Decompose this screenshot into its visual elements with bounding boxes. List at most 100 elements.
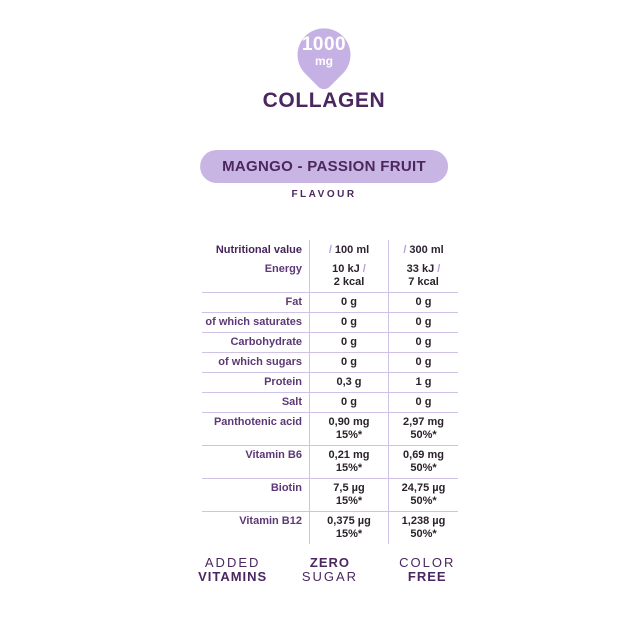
row-label: Fat xyxy=(202,292,310,313)
value-main: 0,90 mg xyxy=(328,416,370,428)
row-value-300: 0,69 mg 50%* xyxy=(388,445,458,479)
feature-color-free: COLOR FREE xyxy=(379,556,476,584)
dose-amount: 1000 xyxy=(301,33,347,55)
row-value-300: 1 g xyxy=(388,372,458,393)
value-main: 0 g xyxy=(341,336,357,348)
table-row-fat: Fat 0 g 0 g xyxy=(202,292,458,313)
value-sub: 2 kcal xyxy=(333,276,365,288)
value-sub: 15%* xyxy=(335,462,363,474)
table-row-panthotenic-acid: Panthotenic acid 0,90 mg 15%* 2,97 mg 50%* xyxy=(202,412,458,446)
dose-text: 1000 mg xyxy=(286,25,362,89)
value-main: 0,69 mg xyxy=(403,449,444,461)
row-label: of which sugars xyxy=(202,352,310,373)
feature-line1: COLOR xyxy=(399,555,456,570)
row-label: Panthotenic acid xyxy=(202,412,310,446)
table-row-energy: Energy 10 kJ /2 kcal 33 kJ /7 kcal xyxy=(202,260,458,293)
row-label: Biotin xyxy=(202,478,310,512)
header-300ml-text: 300 ml xyxy=(409,244,444,256)
row-value-100: 0,375 µg 15%* xyxy=(309,511,389,544)
value-main: 0,3 g xyxy=(336,376,362,388)
value-main: 0 g xyxy=(341,396,357,408)
header-nutritional-value: Nutritional value xyxy=(202,240,310,260)
value-main: 0,375 µg xyxy=(327,515,371,527)
feature-line2: FREE xyxy=(407,569,447,584)
table-row-biotin: Biotin 7,5 µg 15%* 24,75 µg 50%* xyxy=(202,478,458,512)
row-value-100: 0 g xyxy=(309,392,389,413)
slash-glyph: / xyxy=(434,263,441,275)
product-title: COLLAGEN xyxy=(262,89,386,112)
table-row-salt: Salt 0 g 0 g xyxy=(202,392,458,413)
table-row-vitamin-b12: Vitamin B12 0,375 µg 15%* 1,238 µg 50%* xyxy=(202,511,459,545)
value-sub: 15%* xyxy=(335,429,363,441)
value-main: 1 g xyxy=(415,376,432,388)
row-value-100: 0,3 g xyxy=(309,372,389,393)
value-main: 0 g xyxy=(415,396,432,408)
value-sub: 7 kcal xyxy=(408,276,439,288)
slash-glyph: / xyxy=(403,244,407,256)
feature-line2: SUGAR xyxy=(301,569,359,584)
slash-glyph: / xyxy=(328,244,332,256)
feature-added-vitamins: ADDED VITAMINS xyxy=(184,556,281,584)
value-sub: 15%* xyxy=(335,528,363,540)
row-value-100: 0 g xyxy=(309,312,389,333)
value-main: 24,75 µg xyxy=(401,482,446,494)
row-label: of which saturates xyxy=(202,312,310,333)
value-main: 0 g xyxy=(415,356,432,368)
feature-zero-sugar: ZERO SUGAR xyxy=(281,556,378,584)
value-main: 0 g xyxy=(415,296,432,308)
row-label: Energy xyxy=(202,260,310,293)
slash-glyph: / xyxy=(359,263,366,275)
value-sub: 50%* xyxy=(410,462,437,474)
value-main: 0 g xyxy=(415,316,432,328)
row-label: Protein xyxy=(202,372,310,393)
nutrition-table: Nutritional value /100 ml /300 ml Energy… xyxy=(202,240,458,544)
row-value-300: 0 g xyxy=(388,292,458,313)
value-main: 0 g xyxy=(341,356,357,368)
row-label: Vitamin B12 xyxy=(202,511,310,544)
row-value-100: 0 g xyxy=(309,352,389,373)
header-per-100ml: /100 ml xyxy=(309,240,389,260)
value-main: 2,97 mg xyxy=(403,416,444,428)
row-label: Vitamin B6 xyxy=(202,445,310,479)
table-row-vitamin-b6: Vitamin B6 0,21 mg 15%* 0,69 mg 50%* xyxy=(202,445,458,479)
row-value-300: 0 g xyxy=(388,332,458,353)
row-value-100: 0,21 mg 15%* xyxy=(309,445,389,479)
row-value-300: 0 g xyxy=(388,352,458,373)
row-label: Carbohydrate xyxy=(202,332,310,353)
flavor-pill: MAGNGO - PASSION FRUIT xyxy=(200,150,448,183)
value-sub: 50%* xyxy=(410,528,437,540)
value-main: 33 kJ xyxy=(406,263,435,275)
value-main: 7,5 µg xyxy=(333,482,365,494)
dose-badge: 1000 mg xyxy=(286,17,362,93)
row-value-100: 0 g xyxy=(309,292,389,313)
value-sub: 50%* xyxy=(410,495,437,507)
row-value-300: 33 kJ /7 kcal xyxy=(388,260,458,293)
row-value-100: 0,90 mg 15%* xyxy=(309,412,389,446)
value-sub: 50%* xyxy=(410,429,437,441)
value-main: 0 g xyxy=(415,336,432,348)
value-sub: 15%* xyxy=(335,495,363,507)
row-value-100: 0 g xyxy=(309,332,389,353)
feature-line1: ZERO xyxy=(309,555,350,570)
row-value-300: 1,238 µg 50%* xyxy=(389,512,459,545)
header-100ml-text: 100 ml xyxy=(334,244,370,256)
value-main: 10 kJ xyxy=(332,263,360,275)
row-value-300: 0 g xyxy=(388,392,458,413)
table-row-saturates: of which saturates 0 g 0 g xyxy=(202,312,458,333)
table-row-carbohydrate: Carbohydrate 0 g 0 g xyxy=(202,332,458,353)
dose-unit: mg xyxy=(315,53,333,68)
table-row-protein: Protein 0,3 g 1 g xyxy=(202,372,458,393)
value-main: 0 g xyxy=(341,296,357,308)
feature-claims: ADDED VITAMINS ZERO SUGAR COLOR FREE xyxy=(184,556,476,584)
row-label: Salt xyxy=(202,392,310,413)
table-row-sugars: of which sugars 0 g 0 g xyxy=(202,352,458,373)
row-value-100: 10 kJ /2 kcal xyxy=(309,260,389,293)
row-value-300: 24,75 µg 50%* xyxy=(388,478,458,512)
row-value-300: 0 g xyxy=(388,312,458,333)
row-value-100: 7,5 µg 15%* xyxy=(309,478,389,512)
row-value-300: 2,97 mg 50%* xyxy=(388,412,458,446)
value-main: 1,238 µg xyxy=(401,515,446,527)
flavor-caption: FLAVOUR xyxy=(291,189,357,200)
value-main: 0 g xyxy=(341,316,357,328)
feature-line1: ADDED xyxy=(204,555,261,570)
